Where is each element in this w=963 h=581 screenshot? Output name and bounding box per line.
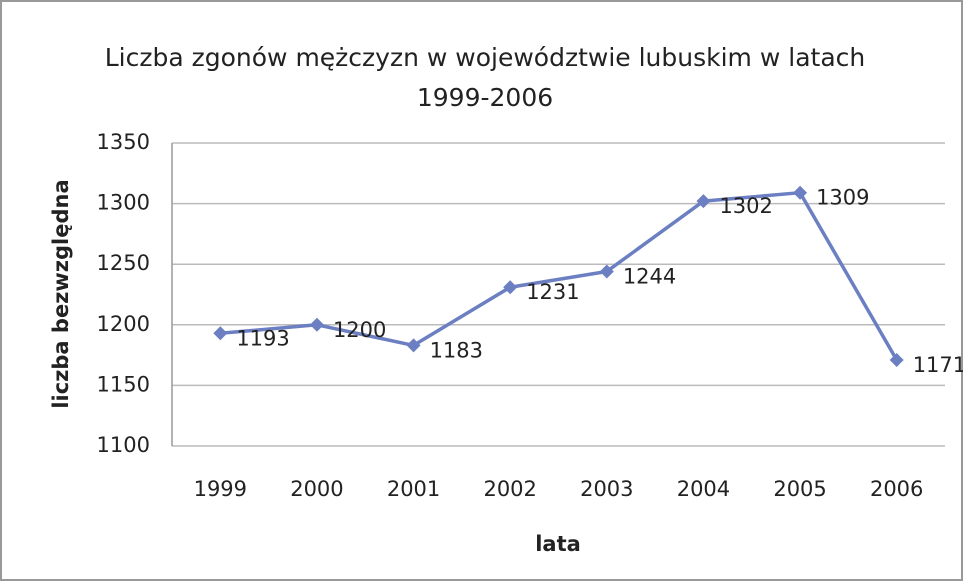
series-line [220, 190, 899, 361]
data-label: 1309 [816, 186, 869, 210]
y-tick-label: 1150 [97, 372, 150, 396]
data-point [793, 185, 808, 200]
x-axis-title: lata [535, 532, 581, 556]
data-point [503, 280, 518, 295]
x-tick-label: 2005 [773, 477, 826, 501]
y-tick-label: 1350 [97, 130, 150, 154]
x-tick-label: 2001 [387, 477, 440, 501]
data-point [309, 317, 324, 332]
x-tick-label: 2003 [580, 477, 633, 501]
chart-title: Liczba zgonów mężczyzn w województwie lu… [104, 43, 866, 112]
data-label: 1183 [430, 338, 483, 362]
x-tick-label: 2004 [677, 477, 730, 501]
y-tick-label: 1300 [97, 191, 150, 215]
data-point [696, 194, 711, 209]
data-label: 1200 [333, 318, 386, 342]
x-tick-label: 2006 [870, 477, 923, 501]
y-tick-label: 1100 [97, 433, 150, 457]
y-tick-label: 1250 [97, 251, 150, 275]
data-point [889, 352, 904, 367]
data-label: 1193 [236, 326, 289, 350]
x-tick-label: 1999 [194, 477, 247, 501]
data-label: 1171 [913, 353, 963, 377]
data-label: 1244 [623, 264, 676, 288]
x-tick-label: 2000 [290, 477, 343, 501]
data-point [213, 326, 228, 341]
data-label: 1231 [526, 280, 579, 304]
data-point [406, 338, 421, 353]
data-label: 1302 [719, 194, 772, 218]
x-tick-label: 2002 [483, 477, 536, 501]
y-tick-label: 1200 [97, 312, 150, 336]
y-axis-title: liczba bezwzględna [49, 179, 73, 408]
data-point [599, 264, 614, 279]
